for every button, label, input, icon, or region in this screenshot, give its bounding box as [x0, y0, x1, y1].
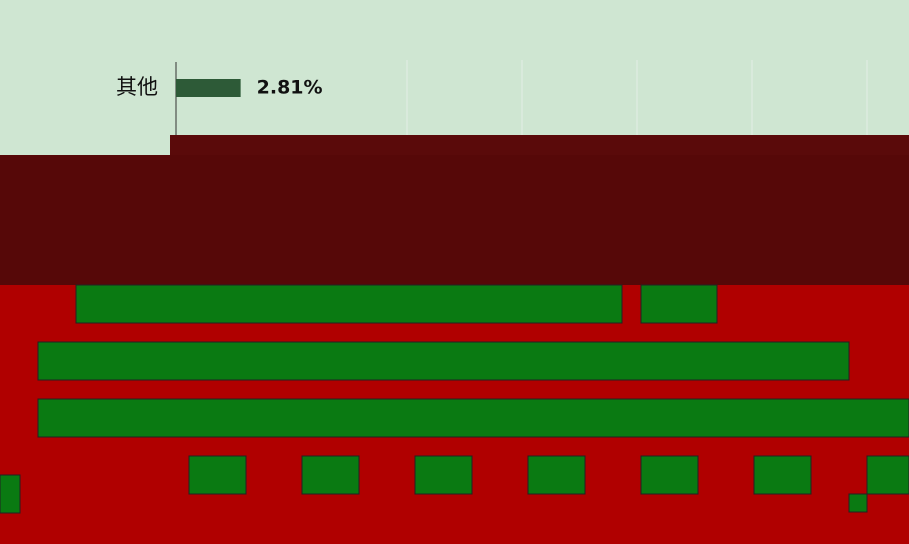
corrupt-block: [0, 474, 21, 514]
corrupt-block: [527, 455, 586, 495]
corrupt-block: [414, 455, 473, 495]
value-label: 2.81%: [257, 77, 323, 99]
grid: [406, 60, 868, 140]
y-tick-label: 其他: [116, 75, 158, 99]
corrupt-block: [866, 455, 909, 495]
bars: 其他 2.81%: [116, 75, 323, 99]
corrupt-block: [301, 455, 360, 495]
corrupt-band: [0, 155, 909, 300]
corrupt-block: [37, 341, 850, 381]
bar: [176, 79, 241, 97]
corrupt-block: [848, 493, 868, 513]
corrupt-block: [37, 398, 909, 438]
corrupt-block: [753, 455, 812, 495]
corrupt-block: [75, 284, 623, 324]
corrupt-block: [640, 284, 718, 324]
image-corruption: [0, 135, 909, 544]
corrupt-block: [188, 455, 247, 495]
corrupt-block: [640, 455, 699, 495]
